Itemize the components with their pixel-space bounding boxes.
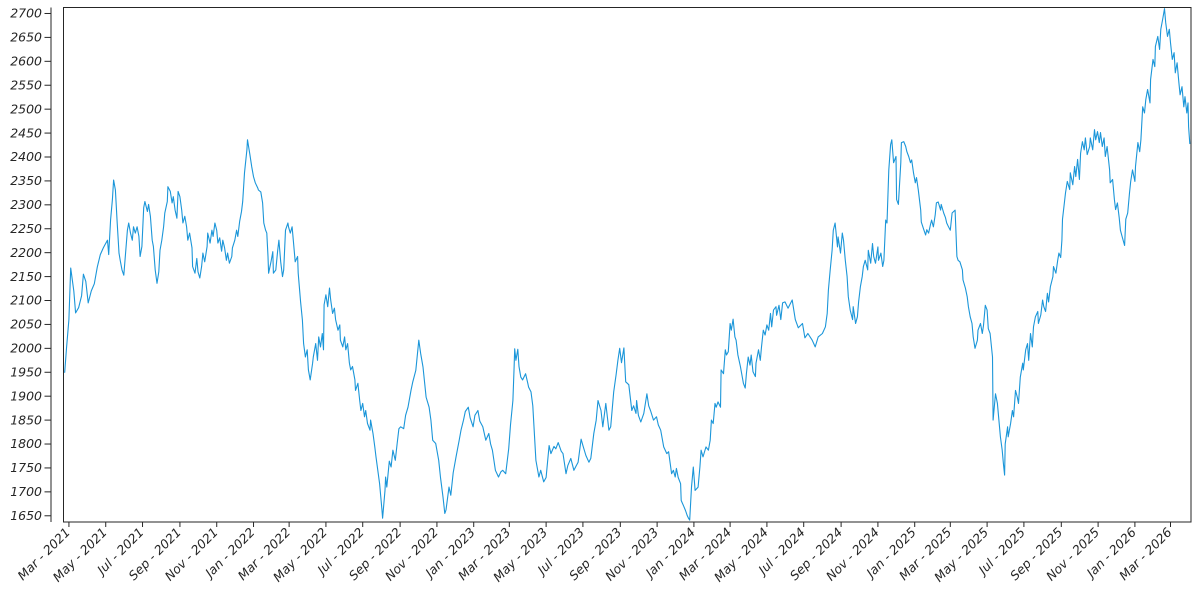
y-tick-label: 1950 (10, 364, 42, 379)
y-tick-label: 2600 (10, 54, 42, 69)
y-tick-label: 1650 (10, 508, 42, 523)
y-tick-label: 2700 (10, 6, 42, 21)
y-tick-label: 1800 (10, 436, 42, 451)
price-line (64, 8, 1191, 521)
y-tick-label: 2000 (10, 341, 42, 356)
y-tick-label: 1850 (10, 412, 42, 427)
y-tick-label: 1900 (10, 388, 42, 403)
y-tick-label: 2350 (10, 173, 42, 188)
y-tick-label: 1700 (10, 484, 42, 499)
y-tick-label: 2050 (10, 317, 42, 332)
y-tick-label: 2150 (10, 269, 42, 284)
y-tick-label: 2500 (10, 101, 42, 116)
y-tick-label: 2200 (10, 245, 42, 260)
y-tick-label: 2450 (10, 125, 42, 140)
plot-area-box (63, 7, 1192, 523)
y-tick-label: 2550 (10, 77, 42, 92)
y-tick-label: 2650 (10, 30, 42, 45)
y-tick-label: 2100 (10, 293, 42, 308)
y-tick-label: 2400 (10, 149, 42, 164)
y-tick-label: 1750 (10, 460, 42, 475)
y-tick-label: 2300 (10, 197, 42, 212)
y-tick-label: 2250 (10, 221, 42, 236)
